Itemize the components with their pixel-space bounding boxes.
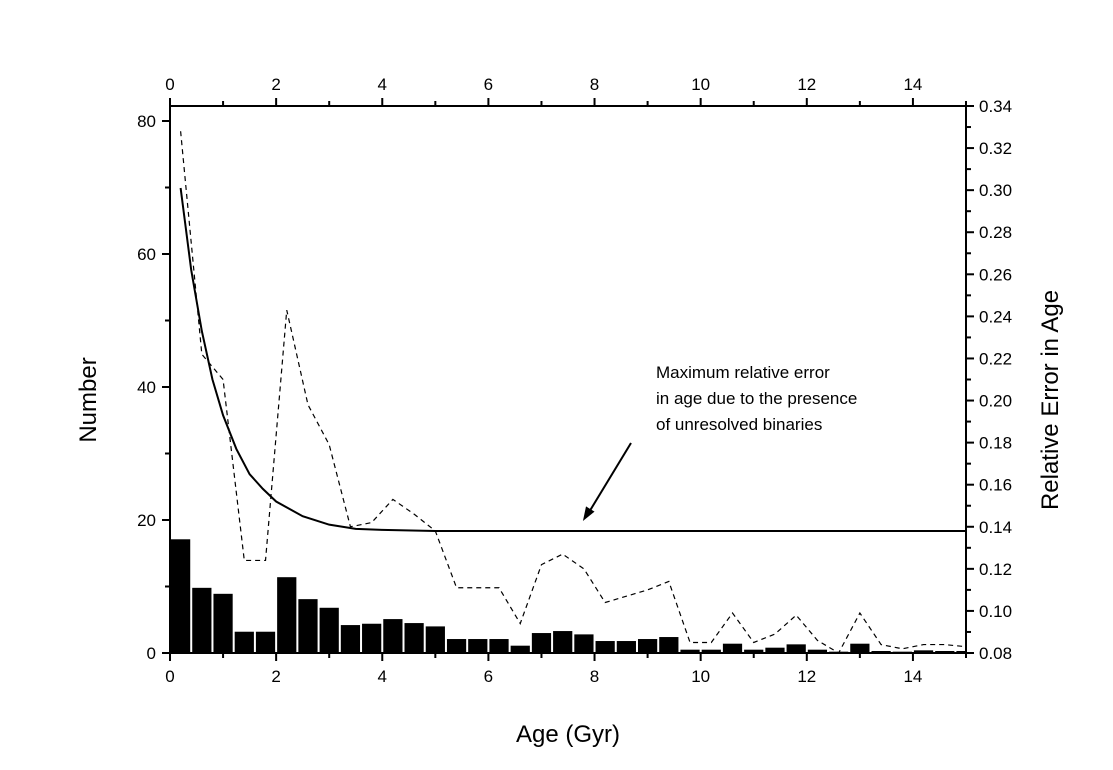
bar — [531, 633, 552, 653]
y2-tick-label: 0.12 — [979, 560, 1012, 579]
bar — [701, 649, 721, 653]
bar — [765, 647, 785, 653]
bar — [637, 639, 658, 653]
svg-text:in age due to the presence: in age due to the presence — [656, 389, 857, 408]
bar — [277, 577, 297, 653]
svg-text:of unresolved binaries: of unresolved binaries — [656, 415, 822, 434]
x-top-tick-label: 4 — [378, 75, 387, 94]
bar — [786, 644, 806, 653]
bars — [171, 539, 966, 653]
bar — [553, 631, 573, 653]
x-axis-label: Age (Gyr) — [516, 721, 620, 748]
x-tick-label: 12 — [797, 667, 816, 686]
y2-tick-label: 0.16 — [979, 476, 1012, 495]
bar — [319, 607, 339, 653]
bar — [362, 623, 382, 653]
bar — [468, 639, 488, 653]
y2-tick-label: 0.14 — [979, 518, 1012, 537]
x-top-tick-label: 10 — [691, 75, 710, 94]
y-tick-label: 0 — [147, 644, 156, 663]
bar — [298, 599, 318, 653]
x-tick-label: 6 — [484, 667, 493, 686]
bar — [446, 639, 467, 653]
bar — [659, 637, 679, 653]
y2-tick-label: 0.08 — [979, 644, 1012, 663]
y2-tick-label: 0.22 — [979, 349, 1012, 368]
x-tick-label: 10 — [691, 667, 710, 686]
y-tick-label: 20 — [137, 511, 156, 530]
y2-tick-label: 0.30 — [979, 181, 1012, 200]
bar — [425, 626, 445, 653]
x-top-tick-label: 8 — [590, 75, 599, 94]
bar — [722, 643, 743, 653]
x-tick-label: 0 — [165, 667, 174, 686]
bar — [255, 631, 276, 653]
x-top-tick-label: 14 — [903, 75, 922, 94]
solid-series-line — [179, 187, 966, 532]
y-tick-label: 80 — [137, 112, 156, 131]
y2-tick-label: 0.34 — [979, 97, 1012, 116]
annotation-arrowhead — [582, 506, 595, 521]
y2-tick-label: 0.32 — [979, 139, 1012, 158]
bar — [404, 623, 424, 653]
bar — [680, 649, 700, 653]
y2-tick-label: 0.20 — [979, 392, 1012, 411]
y2-tick-label: 0.28 — [979, 223, 1012, 242]
y2-tick-label: 0.10 — [979, 602, 1012, 621]
bar — [383, 619, 403, 653]
bar — [192, 587, 212, 653]
svg-text:Maximum relative error: Maximum relative error — [656, 363, 830, 382]
bar — [234, 631, 254, 653]
bar — [744, 649, 764, 653]
dashed-series-line — [180, 131, 967, 654]
bar — [171, 539, 191, 653]
x-top-tick-label: 12 — [797, 75, 816, 94]
x-top-tick-label: 2 — [271, 75, 280, 94]
x-tick-label: 14 — [903, 667, 922, 686]
y2-tick-label: 0.26 — [979, 265, 1012, 284]
bar — [850, 643, 870, 653]
y-tick-label: 40 — [137, 378, 156, 397]
x-top-tick-label: 6 — [484, 75, 493, 94]
x-tick-label: 2 — [271, 667, 280, 686]
bar — [510, 645, 530, 653]
bar — [340, 625, 361, 653]
bar — [616, 641, 636, 653]
bar — [807, 649, 828, 653]
bar — [574, 634, 594, 653]
ticks: 0 2 4 6 8 10 12 14 0 2 4 6 8 10 12 14 0 20 40 60 80 0.08 0.10 0… — [137, 75, 1012, 686]
bar — [913, 650, 934, 653]
y2-axis-label: Relative Error in Age — [1037, 290, 1064, 510]
y-tick-label: 60 — [137, 245, 156, 264]
y2-tick-label: 0.18 — [979, 434, 1012, 453]
x-top-tick-label: 0 — [165, 75, 174, 94]
plot-frame — [169, 105, 967, 654]
y-axis-label: Number — [75, 357, 102, 442]
x-tick-label: 4 — [378, 667, 387, 686]
x-tick-label: 8 — [590, 667, 599, 686]
annotation: Maximum relative error in age due to the… — [582, 363, 857, 521]
annotation-arrow — [587, 442, 632, 515]
bar — [595, 641, 615, 653]
bar — [213, 593, 233, 653]
y2-tick-label: 0.24 — [979, 307, 1012, 326]
bar — [489, 639, 509, 653]
